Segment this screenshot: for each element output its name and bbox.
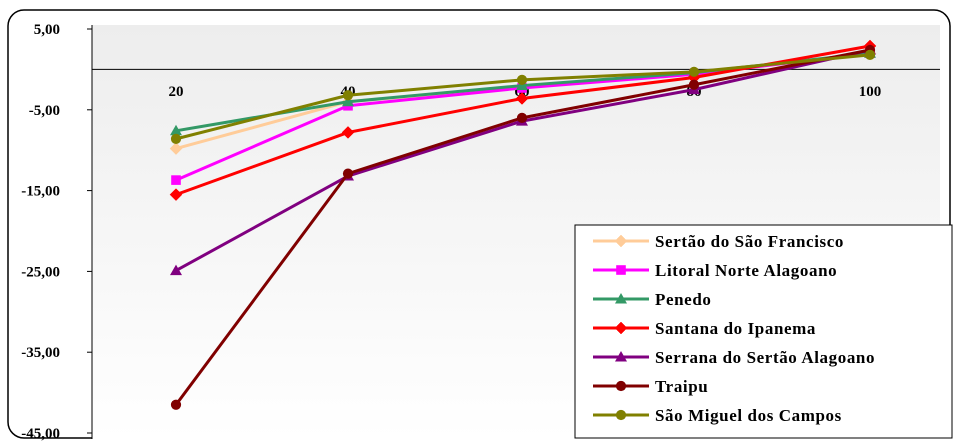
data-point	[615, 380, 627, 392]
legend-label: Sertão do São Francisco	[655, 232, 844, 251]
legend-item: Penedo	[593, 290, 711, 309]
data-point	[516, 112, 528, 123]
y-tick-label: 5,00	[34, 22, 60, 38]
data-point	[170, 133, 182, 144]
data-point	[341, 126, 355, 139]
legend-box	[574, 224, 953, 439]
legend-label: Serrana do Sertão Alagoano	[655, 348, 875, 367]
y-tick-label: -25,00	[21, 264, 60, 280]
data-point	[864, 49, 876, 60]
data-point	[170, 124, 182, 136]
data-point	[688, 66, 700, 77]
data-point	[342, 95, 354, 107]
y-tick-label: -5,00	[29, 103, 60, 119]
legend-label: Traipu	[655, 377, 708, 396]
y-tick-label: -45,00	[21, 426, 60, 442]
legend-item: Traipu	[593, 377, 708, 396]
data-point	[169, 188, 183, 201]
legend-label: Santana do Ipanema	[655, 319, 816, 338]
y-tick-labels: 5,00 -5,00 -15,00 -25,00 -35,00 -45,00	[21, 22, 60, 442]
data-point	[614, 321, 628, 335]
data-point	[516, 74, 528, 86]
data-point	[169, 142, 183, 155]
data-point	[342, 168, 354, 179]
legend-item: Serrana do Sertão Alagoano	[593, 348, 875, 367]
y-tick-label: -35,00	[21, 345, 60, 361]
data-point	[615, 409, 627, 421]
legend-label: São Miguel dos Campos	[655, 406, 842, 425]
legend-item: São Miguel dos Campos	[593, 406, 842, 425]
data-point	[688, 79, 700, 90]
legend-label: Penedo	[655, 290, 711, 309]
legend-item: Santana do Ipanema	[593, 319, 816, 338]
data-point	[615, 293, 627, 304]
legend-item: Litoral Norte Alagoano	[593, 261, 837, 280]
legend: Sertão do São Francisco Litoral Norte Ala…	[574, 224, 953, 439]
series-6	[170, 49, 876, 144]
data-point	[616, 265, 626, 275]
x-tick-label: 20	[169, 84, 184, 100]
data-point	[170, 264, 182, 276]
y-tick-label: -15,00	[21, 184, 60, 200]
series-group	[169, 39, 877, 410]
data-point	[615, 351, 627, 362]
data-point	[342, 90, 354, 101]
legend-item: Sertão do São Francisco	[593, 232, 844, 251]
y-tick-marks	[87, 28, 92, 434]
x-tick-label: 100	[859, 84, 882, 100]
data-point	[171, 175, 181, 185]
data-point	[170, 399, 182, 410]
data-point	[515, 92, 529, 105]
legend-label: Litoral Norte Alagoano	[655, 261, 837, 280]
data-point	[614, 234, 628, 248]
